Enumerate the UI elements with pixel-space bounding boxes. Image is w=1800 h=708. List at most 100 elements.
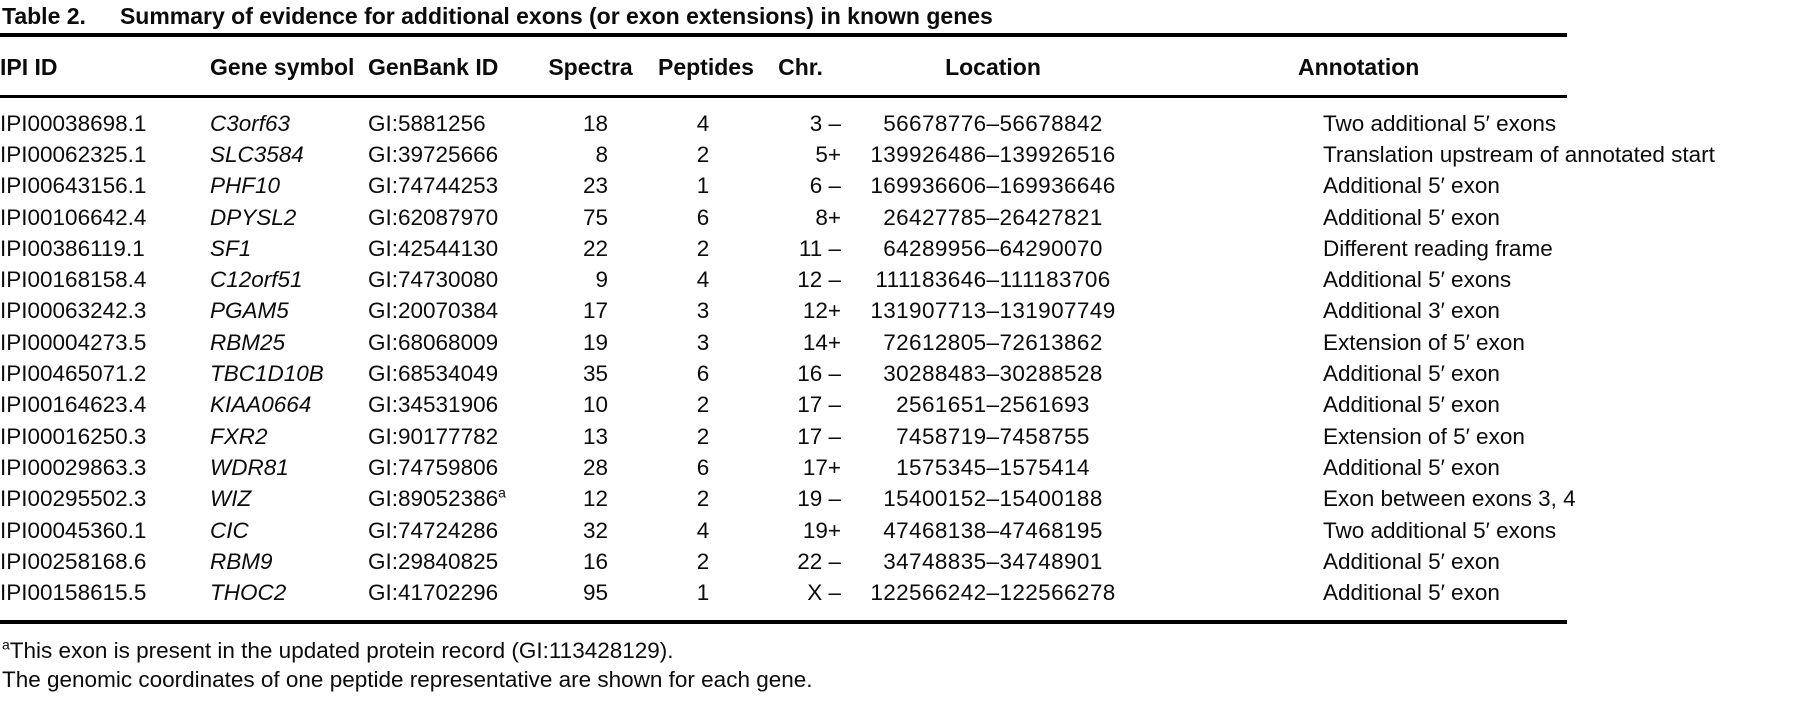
table-footnotes: aThis exon is present in the updated pro… (2, 637, 813, 694)
cell-peptides: 4 (696, 517, 710, 543)
cell-chromosome: X – (807, 580, 841, 606)
cell-annotation: Additional 5′ exon (1323, 204, 1500, 230)
cell-peptides: 2 (696, 423, 710, 449)
cell-ipi-id: IPI00038698.1 (0, 110, 147, 136)
column-header-peptides: Peptides (658, 53, 754, 80)
cell-ipi-id: IPI00164623.4 (0, 392, 147, 418)
cell-location: 30288483–30288528 (883, 361, 1103, 387)
cell-annotation: Exon between exons 3, 4 (1323, 486, 1576, 512)
cell-gene-symbol: PHF10 (210, 173, 281, 199)
cell-location: 139926486–139926516 (870, 141, 1116, 167)
cell-peptides: 4 (696, 267, 710, 293)
cell-ipi-id: IPI00063242.3 (0, 298, 147, 324)
table-row: IPI00029863.3 WDR81 GI:74759806 28 6 17+ 15753… (0, 452, 1800, 483)
cell-genbank-id: GI:89052386a (368, 486, 543, 512)
cell-location: 111183646–111183706 (875, 267, 1111, 293)
footnote-a-text: This exon is present in the updated prot… (9, 638, 674, 663)
cell-gene-symbol: CIC (210, 517, 249, 543)
cell-annotation: Extension of 5′ exon (1323, 329, 1525, 355)
cell-location: 131907713–131907749 (870, 298, 1116, 324)
cell-annotation: Two additional 5′ exons (1323, 110, 1557, 136)
cell-ipi-id: IPI00643156.1 (0, 173, 147, 199)
cell-gene-symbol: PGAM5 (210, 298, 289, 324)
column-header-location: Location (945, 53, 1041, 80)
table-row: IPI00643156.1 PHF10 GI:74744253 23 1 6 – 16993… (0, 171, 1800, 202)
cell-annotation: Additional 5′ exon (1323, 392, 1500, 418)
cell-chromosome: 12+ (802, 298, 841, 324)
cell-genbank-id: GI:68068009 (368, 329, 499, 355)
cell-location: 7458719–7458755 (896, 423, 1090, 449)
table-row: IPI00063242.3 PGAM5 GI:20070384 17 3 12+ 13190… (0, 296, 1800, 327)
table-row: IPI00016250.3 FXR2 GI:90177782 13 2 17 – 74587… (0, 421, 1800, 452)
cell-spectra: 10 (582, 392, 608, 418)
cell-gene-symbol: SF1 (210, 235, 252, 261)
table-caption: Summary of evidence for additional exons… (119, 3, 993, 29)
cell-genbank-id: GI:74744253 (368, 173, 499, 199)
cell-genbank-id: GI:34531906 (368, 392, 499, 418)
header-rule (0, 95, 1567, 98)
cell-spectra: 16 (582, 548, 608, 574)
cell-genbank-id: GI:68534049 (368, 361, 499, 387)
cell-ipi-id: IPI00465071.2 (0, 361, 147, 387)
cell-chromosome: 16 – (797, 361, 841, 387)
column-header-spectra: Spectra (548, 53, 633, 80)
cell-annotation: Additional 3′ exon (1323, 298, 1500, 324)
cell-spectra: 13 (582, 423, 608, 449)
cell-peptides: 2 (696, 235, 710, 261)
cell-ipi-id: IPI00106642.4 (0, 204, 147, 230)
cell-gene-symbol: TBC1D10B (210, 361, 324, 387)
footnote-a: aThis exon is present in the updated pro… (2, 637, 813, 666)
cell-chromosome: 5+ (815, 141, 841, 167)
cell-annotation: Additional 5′ exon (1323, 173, 1500, 199)
column-header-genbank-id: GenBank ID (368, 53, 499, 80)
cell-gene-symbol: C3orf63 (210, 110, 291, 136)
cell-ipi-id: IPI00386119.1 (0, 235, 145, 261)
cell-spectra: 17 (582, 298, 608, 324)
cell-spectra: 23 (582, 173, 608, 199)
table-row: IPI00386119.1 SF1 GI:42544130 22 2 11 –642899… (0, 233, 1800, 264)
cell-genbank-id: GI:42544130 (368, 235, 499, 261)
cell-ipi-id: IPI00062325.1 (0, 141, 147, 167)
cell-chromosome: 17 – (797, 423, 841, 449)
cell-gene-symbol: WIZ (210, 486, 252, 512)
cell-spectra: 18 (582, 110, 608, 136)
cell-genbank-id: GI:39725666 (368, 141, 499, 167)
column-header-annotation: Annotation (1298, 53, 1420, 80)
cell-genbank-id: GI:74730080 (368, 267, 499, 293)
cell-peptides: 4 (696, 110, 710, 136)
cell-genbank-id: GI:74759806 (368, 454, 499, 480)
cell-location: 56678776–56678842 (883, 110, 1103, 136)
cell-genbank-id: GI:5881256 (368, 110, 486, 136)
cell-spectra: 12 (582, 486, 608, 512)
cell-ipi-id: IPI00258168.6 (0, 548, 147, 574)
cell-spectra: 28 (582, 454, 608, 480)
top-rule (0, 33, 1567, 37)
column-header-chromosome: Chr. (778, 53, 823, 80)
cell-chromosome: 19 – (797, 486, 841, 512)
footnote-general: The genomic coordinates of one peptide r… (2, 666, 813, 692)
cell-ipi-id: IPI00295502.3 (0, 486, 147, 512)
cell-peptides: 3 (696, 298, 710, 324)
table-body: IPI00038698.1 C3orf63 GI:5881256 18 4 3 – 5667… (0, 108, 1800, 609)
cell-gene-symbol: THOC2 (210, 580, 287, 606)
table-row: IPI00004273.5 RBM25 GI:68068009 19 3 14+ 72612… (0, 327, 1800, 358)
footnote-a-marker: a (2, 636, 10, 653)
cell-peptides: 3 (696, 329, 710, 355)
cell-chromosome: 3 – (809, 110, 841, 136)
cell-peptides: 2 (696, 486, 710, 512)
table-row: IPI00106642.4 DPYSL2 GI:62087970 75 6 8+ 26427… (0, 202, 1800, 233)
table-row: IPI00258168.6 RBM9 GI:29840825 16 2 22 – 34748… (0, 546, 1800, 577)
cell-genbank-id: GI:62087970 (368, 204, 499, 230)
cell-spectra: 95 (582, 580, 608, 606)
cell-peptides: 1 (696, 173, 710, 199)
cell-genbank-id: GI:90177782 (368, 423, 499, 449)
genbank-id-text: GI:89052386 (368, 486, 499, 512)
cell-location: 169936606–169936646 (870, 173, 1116, 199)
cell-ipi-id: IPI00016250.3 (0, 423, 147, 449)
table-number: Table 2. (2, 3, 86, 29)
cell-annotation: Translation upstream of annotated start (1323, 141, 1715, 167)
cell-peptides: 2 (696, 141, 710, 167)
cell-peptides: 1 (696, 580, 710, 606)
cell-chromosome: 14+ (802, 329, 841, 355)
cell-gene-symbol: WDR81 (210, 454, 289, 480)
